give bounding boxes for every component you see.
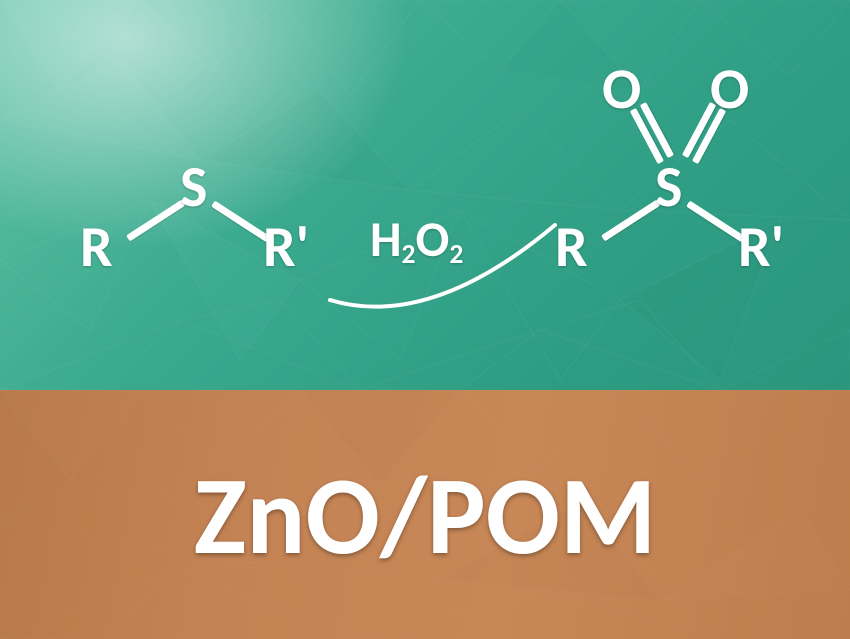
atom-prod_O2: O	[710, 60, 749, 118]
atom-sub_S: S	[180, 158, 207, 216]
atom-prod_Rp: R'	[738, 218, 784, 276]
atom-prod_R: R	[555, 218, 588, 276]
atom-prod_S: S	[655, 158, 682, 216]
atom-sub_R: R	[80, 218, 113, 276]
atom-prod_O1: O	[602, 60, 641, 118]
diagram-stage: H2O2 ZnO/POM R S R' R S R' O O	[0, 0, 850, 639]
catalyst-label: ZnO/POM	[0, 448, 850, 583]
atom-sub_Rp: R'	[263, 218, 309, 276]
reagent-label: H2O2	[370, 215, 463, 268]
